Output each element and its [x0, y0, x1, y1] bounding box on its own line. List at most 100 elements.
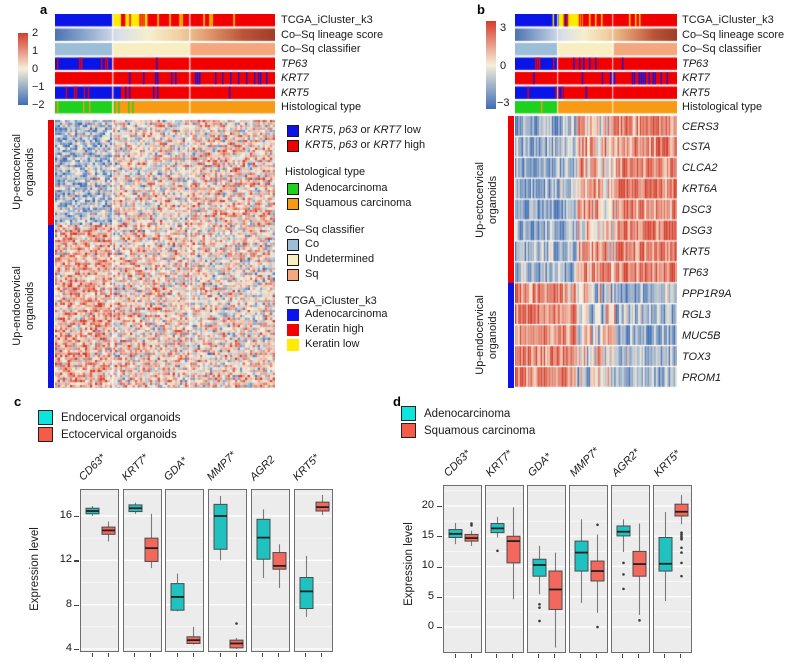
- x-axis-tick: [107, 653, 109, 657]
- box: [658, 536, 673, 572]
- panel-c-letter: c: [14, 394, 22, 409]
- panel-b-letter: b: [477, 2, 485, 17]
- y-axis-tick: [437, 596, 442, 598]
- y-tick-c: 12: [59, 553, 72, 565]
- facet-label-cd63-c: CD63*: [76, 451, 109, 484]
- legend-item-keratin-high: Keratin high: [287, 323, 364, 336]
- colorbar-a-tick: 0: [32, 63, 39, 75]
- row-group-endo-sidebar-b: [508, 283, 514, 388]
- boxplot-facet: [611, 485, 650, 653]
- row-group-label-endo-a: Up-endocervical organoids: [11, 266, 36, 346]
- boxplot-svg: [654, 490, 691, 628]
- box: [574, 540, 589, 572]
- gene-label-csta: CSTA: [682, 141, 711, 153]
- boxplot-svg: [81, 493, 118, 650]
- row-group-ecto-sidebar-a: [48, 120, 54, 225]
- x-axis-tick: [680, 654, 681, 658]
- x-axis-tick: [219, 653, 221, 657]
- squamous-hist-swatch: [287, 197, 299, 210]
- y-axis-tick: [437, 566, 442, 568]
- colorbar-a: [18, 33, 28, 105]
- colorbar-a-tick: 2: [32, 27, 39, 39]
- legend-item-gene-high: KRT5, p63 or KRT7 high: [287, 139, 425, 152]
- heatmap-b-canvas: [515, 14, 677, 388]
- y-tick-d: 5: [427, 590, 434, 602]
- squamous-swatch: [401, 423, 416, 438]
- facet-label-gda-d: GDA*: [525, 450, 555, 480]
- gene-label-ppp1r9a: PPP1R9A: [682, 288, 732, 300]
- box: [144, 537, 159, 562]
- x-axis-tick: [664, 654, 665, 658]
- gene-label-rgl3: RGL3: [682, 309, 711, 321]
- track-label-tcga-a: TCGA_iCluster_k3: [281, 14, 373, 26]
- track-label-classifier-b: Co–Sq classifier: [682, 43, 762, 55]
- adeno-hist-swatch: [287, 182, 299, 195]
- boxplot-svg: [528, 490, 565, 648]
- row-group-label-ecto-a: Up-ectocervical organoids: [11, 134, 36, 210]
- box: [506, 535, 521, 564]
- gene-label-dsg3: DSG3: [682, 225, 712, 237]
- x-axis-tick: [512, 654, 514, 658]
- x-axis-tick: [321, 653, 322, 657]
- boxplot-svg: [252, 493, 289, 650]
- ectocervical-swatch: [38, 427, 53, 442]
- boxplot-facet: [485, 485, 524, 653]
- colorbar-b-tick: 3: [500, 22, 507, 34]
- boxplot-svg: [166, 493, 203, 650]
- track-label-krt7-b: KRT7: [682, 72, 710, 84]
- box: [299, 577, 314, 610]
- x-axis-tick: [596, 654, 598, 658]
- box: [674, 503, 689, 517]
- colorbar-b-tick: −3: [497, 97, 510, 109]
- y-axis-tick: [74, 604, 79, 606]
- y-tick-d: 15: [421, 529, 434, 541]
- facet-label-agr2-c: AGR2: [247, 453, 278, 484]
- boxplot-facet: [123, 489, 162, 652]
- row-group-endo-sidebar-a: [48, 225, 54, 388]
- y-axis-tick: [437, 627, 442, 629]
- undetermined-swatch: [287, 253, 299, 266]
- gene-label-krt6a: KRT6A: [682, 183, 718, 195]
- track-label-lineage-a: Co–Sq lineage score: [281, 29, 384, 41]
- facet-label-gda-c: GDA*: [161, 454, 191, 484]
- y-axis-label-c: Expression level: [29, 527, 41, 611]
- gene-label-dsc3: DSC3: [682, 204, 712, 216]
- x-axis-tick: [150, 653, 152, 657]
- box: [213, 503, 228, 550]
- x-axis-tick: [470, 654, 472, 658]
- gene-low-label: KRT5, p63 or KRT7 low: [305, 124, 421, 136]
- track-label-hist-b: Histological type: [682, 101, 763, 113]
- legend-item-adenocarcinoma: Adenocarcinoma: [401, 406, 510, 421]
- track-label-hist-a: Histological type: [281, 101, 362, 113]
- x-axis-tick: [91, 653, 93, 657]
- colorbar-a-tick: −1: [32, 81, 45, 93]
- x-axis-tick: [454, 654, 456, 658]
- endocervical-swatch: [38, 410, 53, 425]
- track-label-tcga-b: TCGA_iCluster_k3: [682, 14, 774, 26]
- facet-label-mmp7-c: MMP7*: [204, 449, 239, 484]
- keratin-low-swatch: [287, 338, 299, 351]
- boxplot-facet: [653, 485, 692, 653]
- gene-low-swatch: [287, 124, 299, 137]
- x-axis-tick: [278, 653, 280, 657]
- colorbar-b-tick: 0: [500, 60, 507, 72]
- track-label-krt5-a: KRT5: [281, 87, 309, 99]
- boxplot-facet: [208, 489, 247, 652]
- legend-item-ectocervical: Ectocervical organoids: [38, 427, 177, 442]
- row-group-label-ecto-b: Up-ectocervical organoids: [474, 162, 499, 238]
- x-axis-tick: [134, 653, 136, 657]
- boxplot-facet: [80, 489, 119, 652]
- x-axis-tick: [638, 654, 640, 658]
- legend-item-undetermined: Undetermined: [287, 253, 374, 266]
- y-tick-d: 0: [427, 620, 434, 632]
- legend-item-squamous: Squamous carcinoma: [401, 423, 535, 438]
- legend-item-keratin-low: Keratin low: [287, 338, 359, 351]
- legend-item-endocervical: Endocervical organoids: [38, 410, 181, 425]
- boxplot-svg: [209, 493, 246, 650]
- track-label-krt5-b: KRT5: [682, 87, 710, 99]
- colorbar-b: [486, 21, 496, 109]
- x-axis-tick: [192, 653, 194, 657]
- sq-swatch: [287, 268, 299, 281]
- boxplot-facet: [251, 489, 290, 652]
